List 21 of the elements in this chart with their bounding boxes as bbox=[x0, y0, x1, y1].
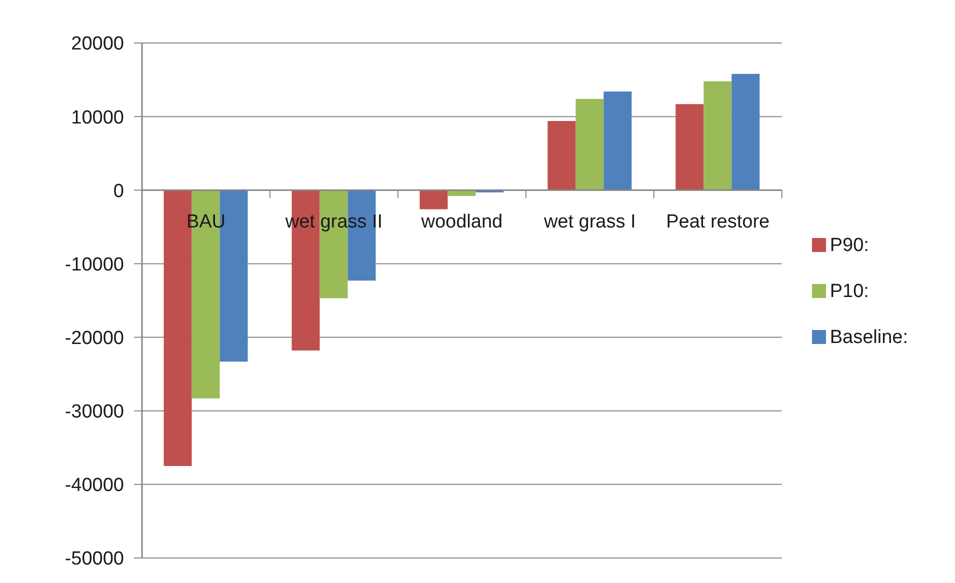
x-tick-label: wet grass I bbox=[542, 212, 636, 233]
bar bbox=[548, 120, 576, 190]
bar bbox=[576, 98, 604, 190]
x-tick-label: woodland bbox=[420, 212, 503, 233]
y-tick-label: 0 bbox=[113, 180, 124, 202]
bar bbox=[604, 92, 632, 190]
y-tick-label: -10000 bbox=[64, 254, 124, 276]
x-tick-label: Peat restore bbox=[666, 212, 770, 233]
bar bbox=[420, 190, 448, 210]
y-tick-label: 10000 bbox=[71, 107, 124, 128]
legend-label: Baseline: bbox=[830, 326, 908, 348]
y-tick-label: -40000 bbox=[64, 475, 124, 496]
y-tick-label: -20000 bbox=[64, 328, 124, 350]
legend-label: P10: bbox=[830, 280, 869, 302]
bar bbox=[732, 74, 760, 190]
bar bbox=[676, 104, 704, 190]
bar bbox=[704, 81, 732, 190]
y-tick-label: 20000 bbox=[71, 34, 124, 55]
legend-label: P90: bbox=[830, 234, 869, 256]
y-tick-label: -30000 bbox=[64, 402, 124, 423]
y-tick-label: -50000 bbox=[64, 548, 124, 570]
